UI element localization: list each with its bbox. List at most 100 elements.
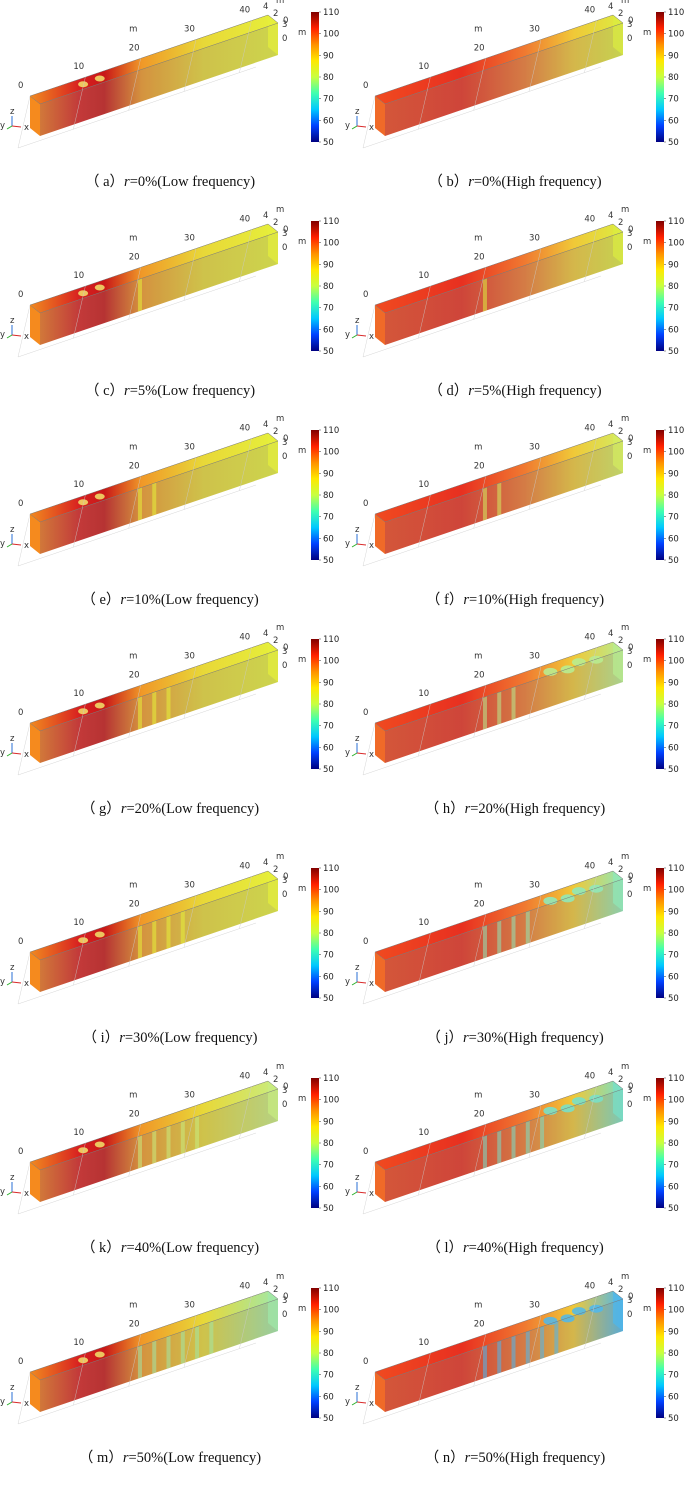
height-tick-label: 3 [282,1086,287,1096]
beam-end-face [375,1372,385,1412]
colorbar-tick-label: 70 [323,304,334,314]
damage-patch [560,894,575,903]
axis-grid [362,1086,602,1215]
colorbar-tick-label: 80 [323,73,334,83]
length-unit-label: m [129,234,137,244]
length-tick-label: 0 [363,499,368,509]
colorbar-tick-label: 60 [323,743,334,753]
beam-far-end [268,1081,278,1121]
beam-edges [374,432,624,523]
width-tick-label: 0 [628,643,633,653]
width-tick-label: 2 [618,636,623,646]
beam-far-end [268,433,278,473]
caption-ratio: =40% [468,1240,504,1256]
width-tick-label: 4 [263,629,268,639]
colorbar-tick-label: 60 [668,534,679,544]
height-tick-label: 0 [627,661,632,671]
beam-end-face [30,1372,40,1412]
colorbar-tick-label: 80 [323,929,334,939]
width-tick-label: 4 [608,2,613,12]
length-tick-label: 40 [584,6,595,16]
colorbar-tick-label: 80 [323,700,334,710]
colorbar-tick-label: 80 [668,282,679,292]
beam-front-face [40,1089,278,1202]
length-tick-label: 0 [18,708,23,718]
length-tick-label: 0 [363,81,368,91]
damage-patch [571,658,586,667]
triad-label-z: z [10,316,15,326]
fringe-band [166,686,171,720]
hot-spot-2 [94,1141,105,1148]
axis-triad-icon: zx y [0,107,29,133]
length-tick-label: 40 [584,862,595,872]
length-unit-label: m [474,443,482,453]
colorbar-tick-label: 90 [323,1117,334,1127]
beam-front-face [385,23,623,136]
colorbar-tick-label: 60 [323,325,334,335]
height-tick-label: 0 [282,1310,287,1320]
length-tick-label: 40 [239,6,250,16]
fringe-band [511,915,516,949]
height-tick-label: 0 [282,661,287,671]
hot-spot-2 [94,931,105,938]
colorbar-tick-label: 50 [668,556,679,566]
caption-letter: （ k） [80,1240,121,1256]
fringe-band [152,920,157,954]
axis-triad-icon: zx y [0,316,29,342]
colorbar-tick-label: 50 [668,1204,679,1214]
colorbar-tick-label: 110 [323,864,339,874]
colorbar-tick-label: 110 [323,635,339,645]
colorbar-tick-label: 100 [323,886,339,896]
axis-grid [17,1296,257,1425]
length-tick-label: 40 [584,1072,595,1082]
length-tick-label: 40 [584,1282,595,1292]
length-unit-label: m [474,652,482,662]
fringe-band [180,1330,185,1365]
fringe-band [166,915,171,949]
beam-edges [29,223,279,314]
colorbar-tick-label: 80 [668,929,679,939]
colorbar-tick-label: 60 [668,1182,679,1192]
colorbar-tick-label: 60 [668,743,679,753]
caption-letter: （ e） [81,592,121,608]
length-unit-label: m [129,25,137,35]
hot-spot-1 [78,1147,89,1154]
colorbar-tick-label: 50 [323,347,334,357]
colorbar-tick-label: 110 [668,1074,684,1084]
triad-label-x: x [369,541,374,551]
damage-patch [589,1304,604,1313]
axis-grid [362,229,602,358]
colorbar-tick-label: 90 [323,678,334,688]
beam-far-end [613,15,623,55]
panel-caption: （ g）r=20%(Low frequency) [80,801,260,817]
width-tick-label: 0 [283,643,288,653]
length-unit-label: m [474,25,482,35]
caption-letter: （ b） [428,174,469,190]
caption-letter: （ g） [80,801,121,817]
caption-ratio: =30% [124,1030,160,1046]
panel-m: 0 10 20 30 40 m 4 2 0 m 3 0 m z x y 110 100 90 80 70 60 50 （ m）… [0,1272,340,1489]
length-tick-label: 40 [239,1072,250,1082]
length-tick-label: 20 [474,899,485,909]
colorbar-tick-label: 70 [668,95,679,105]
fringe-band [497,1340,502,1374]
colorbar-tick-label: 90 [323,260,334,270]
beam-top-face [30,433,278,522]
colorbar [656,430,664,560]
panel-caption: （ l）r=40%(High frequency) [426,1240,604,1256]
damage-patch [589,884,604,893]
hot-spot-2 [94,75,105,82]
colorbar-tick-label: 100 [668,657,684,667]
width-tick-label: 0 [628,872,633,882]
triad-label-x: x [369,1189,374,1199]
triad-label-z: z [10,734,15,744]
length-tick-label: 20 [129,252,140,262]
colorbar-tick-label: 110 [668,864,684,874]
triad-label-x: x [24,332,29,342]
width-tick-label: 0 [628,1292,633,1302]
beam-top-face [375,15,623,104]
beam-front-face [385,1299,623,1412]
width-tick-label: 4 [263,211,268,221]
colorbar-tick-label: 60 [323,1392,334,1402]
